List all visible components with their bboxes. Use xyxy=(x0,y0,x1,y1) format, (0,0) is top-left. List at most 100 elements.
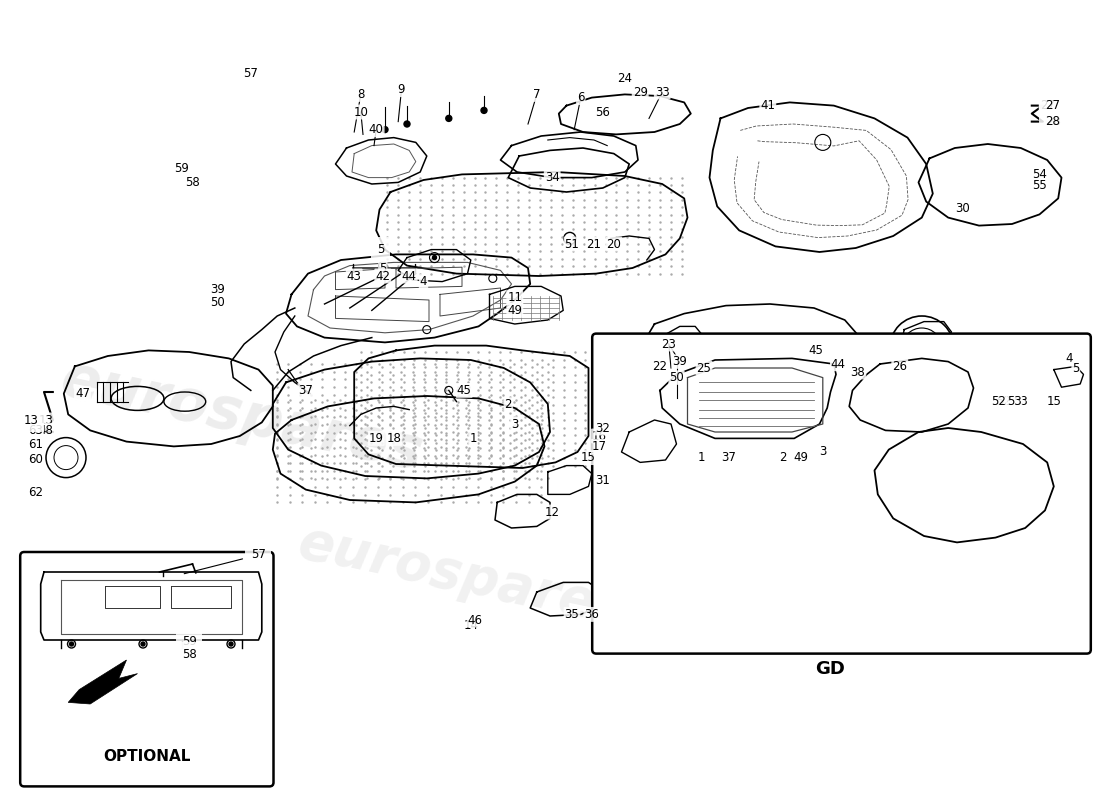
Circle shape xyxy=(69,642,74,646)
Text: 7: 7 xyxy=(534,88,540,101)
Text: 26: 26 xyxy=(892,360,907,373)
Text: 59: 59 xyxy=(174,162,189,174)
Circle shape xyxy=(446,115,452,122)
Text: 16: 16 xyxy=(592,430,607,442)
Text: 58: 58 xyxy=(185,176,200,189)
Text: 40: 40 xyxy=(368,123,384,136)
Circle shape xyxy=(432,256,437,259)
Text: 46: 46 xyxy=(468,614,483,626)
Text: 56: 56 xyxy=(595,106,610,118)
Text: 21: 21 xyxy=(586,238,602,250)
Text: 43: 43 xyxy=(346,270,362,282)
Circle shape xyxy=(141,642,145,646)
Text: 52: 52 xyxy=(991,395,1006,408)
Text: 37: 37 xyxy=(298,384,314,397)
Text: 55: 55 xyxy=(1032,179,1047,192)
Text: 52: 52 xyxy=(996,395,1011,408)
Text: 33: 33 xyxy=(654,86,670,98)
Text: 50: 50 xyxy=(210,296,225,309)
Circle shape xyxy=(229,642,233,646)
Text: 22: 22 xyxy=(652,360,668,373)
Text: OPTIONAL: OPTIONAL xyxy=(103,750,190,765)
Text: 45: 45 xyxy=(808,344,824,357)
Text: 5: 5 xyxy=(1072,362,1079,374)
Text: 60: 60 xyxy=(28,454,43,466)
Text: 44: 44 xyxy=(830,358,846,370)
Text: 38: 38 xyxy=(850,366,866,378)
Text: 11: 11 xyxy=(507,291,522,304)
Text: 15: 15 xyxy=(1046,395,1062,408)
Text: 49: 49 xyxy=(793,451,808,464)
Text: 62: 62 xyxy=(28,486,43,498)
Text: 53: 53 xyxy=(1006,395,1022,408)
Text: 44: 44 xyxy=(402,270,417,282)
Text: 23: 23 xyxy=(661,338,676,350)
Text: eurospares: eurospares xyxy=(294,516,630,636)
Text: 14: 14 xyxy=(463,619,478,632)
Text: 19: 19 xyxy=(368,432,384,445)
Text: 10: 10 xyxy=(353,106,369,118)
Text: 1: 1 xyxy=(470,432,476,445)
Text: 63: 63 xyxy=(28,424,43,437)
Text: 34: 34 xyxy=(544,171,560,184)
Text: 2: 2 xyxy=(780,451,786,464)
Circle shape xyxy=(914,340,929,356)
Text: 45: 45 xyxy=(456,384,472,397)
Text: 31: 31 xyxy=(595,474,610,486)
Text: 3: 3 xyxy=(512,418,518,430)
Text: 6: 6 xyxy=(578,91,584,104)
Text: 53: 53 xyxy=(1013,395,1028,408)
Text: eurospares: eurospares xyxy=(56,350,428,482)
Text: 39: 39 xyxy=(672,355,688,368)
Text: 35: 35 xyxy=(564,608,580,621)
Text: 51: 51 xyxy=(564,238,580,250)
Text: 9: 9 xyxy=(398,83,405,96)
Text: 5: 5 xyxy=(377,243,384,256)
Text: 4: 4 xyxy=(1066,352,1072,365)
Text: 49: 49 xyxy=(507,304,522,317)
Text: 15: 15 xyxy=(581,451,596,464)
Text: 24: 24 xyxy=(617,72,632,85)
Text: 27: 27 xyxy=(1045,99,1060,112)
Text: 2: 2 xyxy=(505,398,512,411)
Text: 41: 41 xyxy=(760,99,775,112)
Text: 61: 61 xyxy=(28,438,43,450)
Text: 17: 17 xyxy=(592,440,607,453)
Text: 18: 18 xyxy=(386,432,402,445)
Text: 30: 30 xyxy=(955,202,970,214)
Text: 32: 32 xyxy=(595,422,610,434)
Text: 36: 36 xyxy=(584,608,600,621)
Text: 1: 1 xyxy=(698,451,705,464)
Text: 39: 39 xyxy=(210,283,225,296)
Text: 29: 29 xyxy=(632,86,648,98)
Text: 28: 28 xyxy=(1046,115,1062,128)
Text: 54: 54 xyxy=(1032,168,1047,181)
Text: GD: GD xyxy=(815,660,846,678)
Circle shape xyxy=(404,121,410,127)
Text: 42: 42 xyxy=(375,270,390,282)
Text: 5: 5 xyxy=(379,262,386,274)
Text: 59: 59 xyxy=(182,635,197,648)
Text: 28: 28 xyxy=(1045,115,1060,128)
Text: 37: 37 xyxy=(720,451,736,464)
FancyBboxPatch shape xyxy=(20,552,274,786)
FancyBboxPatch shape xyxy=(592,334,1091,654)
Text: 47: 47 xyxy=(75,387,90,400)
Text: 57: 57 xyxy=(243,67,258,80)
Text: 13: 13 xyxy=(23,414,38,426)
Text: 58: 58 xyxy=(182,648,197,661)
Text: autospares: autospares xyxy=(588,360,908,472)
Circle shape xyxy=(382,126,388,133)
Text: 3: 3 xyxy=(820,446,826,458)
Circle shape xyxy=(481,107,487,114)
Text: 25: 25 xyxy=(696,362,712,374)
Text: 12: 12 xyxy=(544,506,560,518)
Text: 8: 8 xyxy=(358,88,364,101)
Polygon shape xyxy=(68,660,138,704)
Text: eurospares: eurospares xyxy=(666,520,984,632)
Text: 20: 20 xyxy=(606,238,621,250)
Text: 48: 48 xyxy=(39,424,54,437)
Text: 50: 50 xyxy=(669,371,684,384)
Text: 27: 27 xyxy=(1040,99,1055,112)
Text: 57: 57 xyxy=(184,549,266,574)
